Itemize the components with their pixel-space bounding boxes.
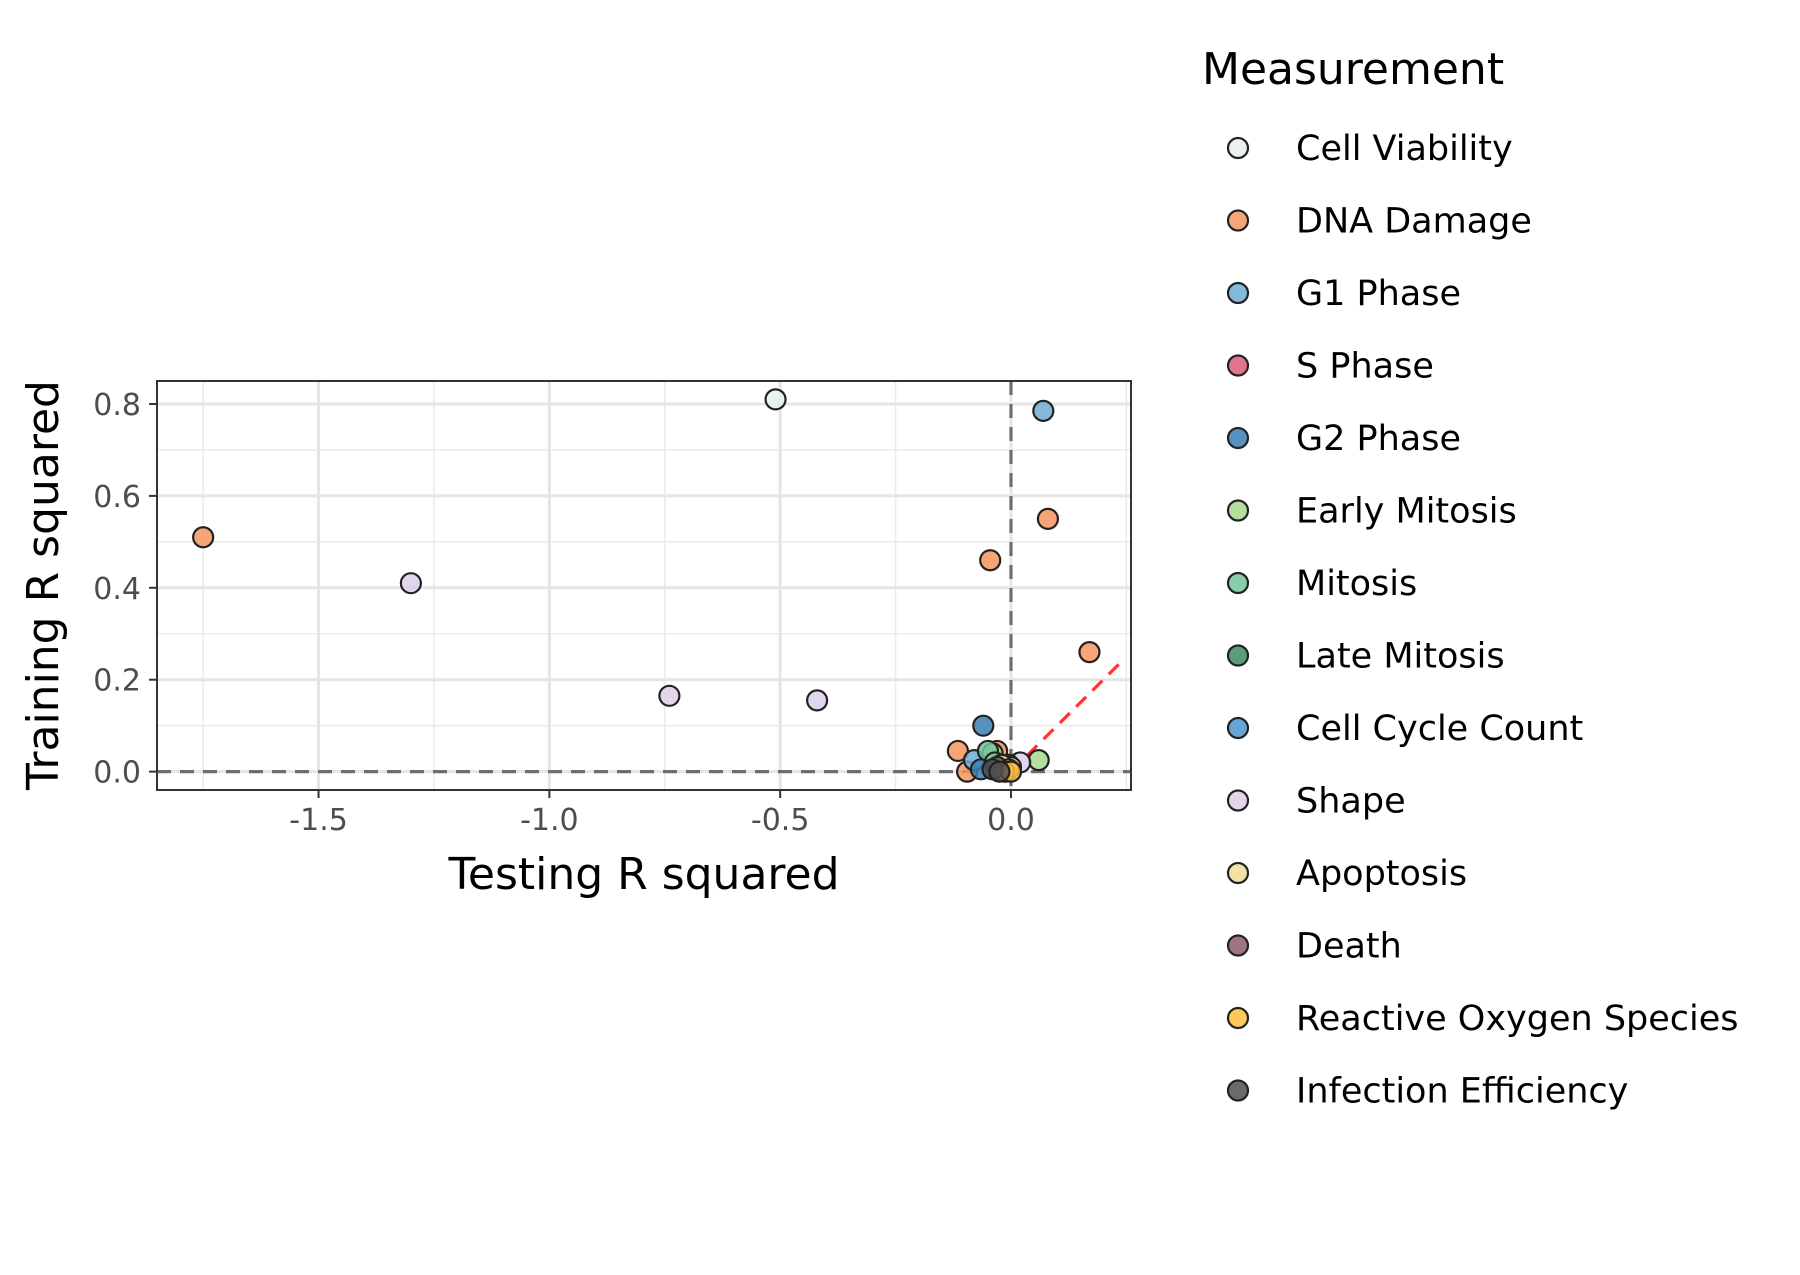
data-point xyxy=(764,388,787,411)
y-tick-label: 0.4 xyxy=(93,572,141,607)
legend-key xyxy=(1226,209,1250,232)
legend-label: G1 Phase xyxy=(1296,274,1461,314)
y-axis-title: Training R squared xyxy=(18,380,69,791)
legend-label: Early Mitosis xyxy=(1296,492,1517,532)
y-tick-label: 0.6 xyxy=(93,480,141,515)
legend-label: Cell Cycle Count xyxy=(1296,709,1583,749)
legend-label: Death xyxy=(1296,927,1402,967)
legend-label: S Phase xyxy=(1296,347,1434,387)
legend-key xyxy=(1226,1006,1250,1030)
legend-key xyxy=(1226,716,1250,740)
plot-border xyxy=(156,380,1132,791)
data-point xyxy=(192,526,215,549)
data-point xyxy=(972,714,995,737)
data-point xyxy=(979,549,1002,572)
data-point xyxy=(1078,641,1101,664)
legend-key xyxy=(1226,861,1250,885)
legend-label: DNA Damage xyxy=(1296,202,1532,242)
y-tick-label: 0.2 xyxy=(93,664,141,699)
legend-key xyxy=(1226,1079,1250,1102)
x-axis-title: Testing R squared xyxy=(447,849,839,900)
legend-key xyxy=(1226,571,1250,595)
y-axis: 0.0 0.2 0.4 0.6 0.8 xyxy=(93,388,157,791)
legend-key xyxy=(1226,281,1250,305)
legend-label: Late Mitosis xyxy=(1296,637,1505,677)
y-tick-label: 0.0 xyxy=(93,756,141,791)
legend-key xyxy=(1226,934,1250,957)
plot-panel xyxy=(156,380,1132,791)
x-tick-label: -1.5 xyxy=(289,803,348,838)
x-tick-label: -0.5 xyxy=(751,803,810,838)
legend-label: Shape xyxy=(1296,782,1406,822)
legend-key xyxy=(1226,789,1250,812)
data-point xyxy=(1036,507,1060,530)
data-point xyxy=(1027,749,1050,772)
data-point xyxy=(988,760,1011,783)
y-tick-label: 0.8 xyxy=(93,388,141,423)
data-point xyxy=(806,689,829,712)
legend-label: G2 Phase xyxy=(1296,419,1461,459)
x-tick-label: 0.0 xyxy=(987,803,1035,838)
legend-label: Cell Viability xyxy=(1296,129,1513,169)
x-tick-label: -1.0 xyxy=(520,803,579,838)
x-axis: -1.5 -1.0 -0.5 0.0 xyxy=(289,790,1035,838)
identity-reference-line xyxy=(1009,660,1123,773)
legend-key xyxy=(1226,136,1250,160)
legend-label: Reactive Oxygen Species xyxy=(1296,999,1739,1039)
legend-key xyxy=(1226,354,1250,377)
legend-label: Apoptosis xyxy=(1296,854,1467,894)
data-point xyxy=(1032,399,1055,422)
data-point xyxy=(658,684,681,707)
legend-label: Infection Efficiency xyxy=(1296,1072,1628,1112)
legend-key xyxy=(1226,426,1250,450)
legend-key xyxy=(1226,499,1250,522)
data-point xyxy=(399,572,422,595)
legend-key xyxy=(1226,644,1250,667)
legend-title: Measurement xyxy=(1202,44,1504,95)
legend: Measurement Cell Viability DNA Damage G1 P… xyxy=(1202,44,1739,1112)
legend-label: Mitosis xyxy=(1296,564,1417,604)
